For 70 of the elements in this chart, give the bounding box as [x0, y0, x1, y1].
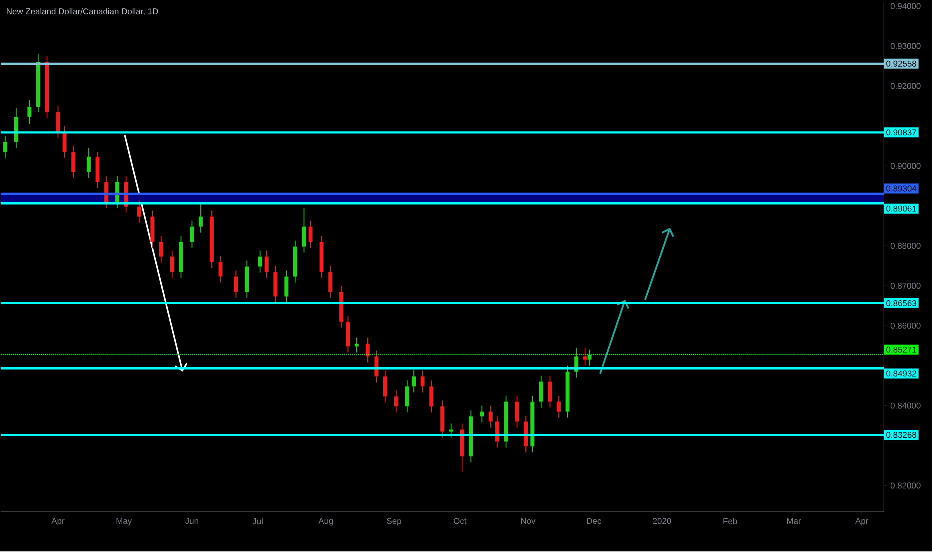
candlestick — [28, 100, 32, 125]
candlestick — [62, 126, 67, 159]
text: New Zealand Dollar/Canadian Dollar, 1D — [7, 8, 158, 16]
candlestick — [488, 406, 493, 428]
y-tick-label: 0.93000 — [890, 43, 921, 50]
candlestick — [328, 266, 333, 299]
candlestick — [218, 256, 223, 284]
candlestick — [366, 338, 370, 364]
y-tick-label: 0.94000 — [890, 3, 921, 10]
x-tick-label: Apr — [52, 518, 65, 526]
y-tick-label: 0.82000 — [890, 482, 921, 489]
candlestick — [480, 406, 484, 424]
candlestick — [72, 146, 76, 179]
candlestick — [302, 208, 306, 254]
x-tick-label: Sep — [387, 518, 402, 526]
ref-line-label: 0.85271 — [886, 347, 916, 354]
y-tick-label: 0.92000 — [890, 83, 921, 90]
candlestick — [170, 250, 174, 279]
ref-line-label: 0.89061 — [886, 206, 916, 212]
ref-line-label: 0.83268 — [886, 432, 916, 438]
y-tick-label: 0.84000 — [890, 403, 921, 409]
candlestick — [354, 338, 359, 354]
candlestick — [138, 200, 142, 224]
x-tick-label: May — [116, 518, 132, 526]
candlestick — [539, 376, 544, 408]
candlestick — [308, 220, 313, 249]
candlestick — [557, 396, 561, 418]
ref-line-label: 0.90837 — [886, 130, 916, 136]
candlestick — [412, 370, 416, 394]
candlestick — [374, 350, 379, 384]
candlestick — [116, 176, 120, 209]
x-tick-label: Apr — [856, 518, 869, 526]
x-tick-label: Jun — [186, 518, 198, 524]
x-tick-label: Mar — [787, 518, 802, 524]
ref-line-label: 0.89304 — [886, 186, 917, 192]
x-tick-label: 2020 — [653, 518, 672, 524]
candlestick — [234, 270, 238, 299]
candlestick — [548, 376, 552, 408]
candlestick — [496, 416, 500, 448]
candlestick — [190, 220, 194, 249]
candlestick — [104, 176, 109, 209]
y-tick-label: 0.86000 — [890, 323, 921, 330]
y-tick-label: 0.88000 — [890, 243, 921, 250]
candlestick — [583, 348, 588, 366]
candlestick — [449, 424, 454, 438]
candlestick — [56, 106, 60, 139]
candlestick — [159, 236, 164, 264]
candlestick — [394, 390, 398, 414]
x-tick-label: Aug — [318, 518, 334, 526]
x-tick-label: Jul — [252, 518, 263, 525]
candlestick — [264, 250, 269, 279]
candlestick — [430, 380, 434, 414]
candlestick — [86, 148, 91, 179]
candlestick — [284, 270, 289, 304]
candlestick — [258, 250, 262, 274]
ref-line-label: 0.84932 — [886, 370, 916, 377]
ref-line-label: 0.86563 — [886, 300, 916, 307]
x-tick-label: Feb — [724, 518, 738, 525]
candlestick — [199, 204, 203, 234]
candlestick — [574, 348, 579, 378]
candlestick — [405, 380, 410, 414]
candlestick — [4, 136, 8, 159]
ref-line-label: 0.92558 — [886, 61, 916, 68]
x-tick-label: Nov — [521, 518, 536, 524]
x-tick-label: Oct — [454, 518, 467, 524]
y-tick-label: 0.87000 — [890, 283, 921, 290]
candlestick — [420, 370, 425, 394]
candlestick — [384, 370, 388, 404]
x-tick-label: Dec — [587, 518, 602, 524]
y-tick-label: 0.90000 — [890, 163, 921, 170]
